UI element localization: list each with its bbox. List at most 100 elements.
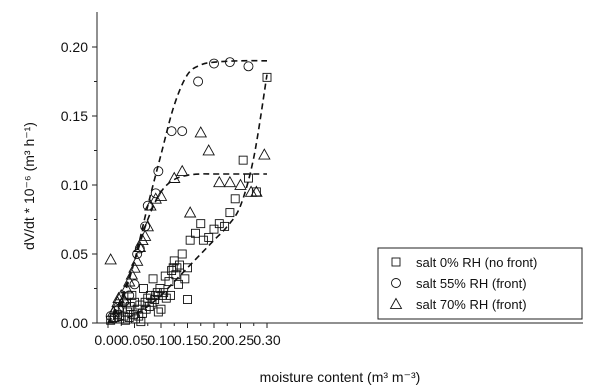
y-axis-title: dV/dt * 10⁻⁶ (m³ h⁻¹) (21, 122, 37, 250)
plot-area: 0.00 0.05 0.10 0.15 0.20 0.25 0.30 0.000.050.1… (61, 12, 583, 348)
x-tick-label: 0.30 (253, 332, 280, 348)
data-point-square (196, 219, 206, 229)
legend-marker-triangle (389, 297, 403, 309)
data-point-circle (224, 57, 235, 68)
data-point-circle (153, 166, 164, 177)
data-point-triangle (183, 206, 197, 218)
data-point-triangle (138, 229, 152, 241)
x-tick-label: 0.15 (174, 332, 201, 348)
legend-marker-circle (391, 278, 401, 288)
data-point-square (209, 224, 219, 234)
data-point-circle (113, 304, 124, 315)
y-tick-label: 0.20 (61, 39, 88, 55)
x-axis: 0.00 0.05 0.10 0.15 0.20 0.25 0.30 (94, 323, 281, 348)
data-point-triangle (125, 268, 139, 280)
data-point-circle (166, 126, 177, 137)
fit-curves (107, 59, 268, 324)
data-point-triangle (167, 171, 181, 183)
data-point-square (164, 277, 174, 287)
data-point-triangle (128, 261, 141, 273)
data-point-square (177, 249, 187, 259)
data-point-square (243, 173, 253, 183)
data-point-square (153, 307, 163, 317)
data-point-triangle (109, 301, 123, 313)
data-point-square (230, 194, 240, 204)
y-tick-label: 0.15 (61, 108, 88, 124)
data-point-circle (177, 126, 188, 137)
data-point-square (238, 155, 248, 165)
legend-label: salt 70% RH (front) (416, 297, 527, 312)
data-point-square (198, 235, 208, 245)
data-point-square (204, 232, 214, 242)
data-point-triangle (250, 185, 263, 197)
data-point-triangle (122, 275, 136, 287)
data-point-circle (193, 76, 204, 87)
data-point-triangle (202, 144, 215, 156)
data-point-square (172, 263, 182, 273)
legend-label: salt 55% RH (front) (416, 276, 527, 291)
x-tick-label: 0.00 (94, 332, 121, 348)
legend: salt 0% RH (no front) salt 55% RH (front)… (377, 247, 583, 320)
data-point-triangle (258, 148, 271, 160)
data-point-square (190, 228, 200, 238)
data-point-square (139, 284, 148, 293)
data-point-square (159, 288, 169, 298)
data-point-triangle (234, 178, 247, 190)
y-tick-label: 0.10 (61, 177, 88, 193)
fit-curve (107, 74, 268, 324)
data-point-triangle (133, 240, 147, 252)
data-point-square (123, 307, 133, 317)
data-markers (104, 57, 272, 327)
data-point-triangle (130, 254, 144, 266)
data-point-square (225, 208, 235, 218)
data-point-circle (132, 249, 143, 259)
x-tick-label: 0.25 (227, 332, 254, 348)
data-point-triangle (175, 164, 189, 177)
data-point-triangle (213, 175, 226, 188)
data-point-triangle (154, 189, 168, 201)
series-triangle (104, 126, 271, 317)
data-point-square (166, 290, 175, 300)
fit-curve (107, 59, 268, 324)
x-tick-label: 0.05 (121, 332, 148, 348)
y-tick-label: 0.05 (61, 246, 88, 262)
data-point-circle (243, 61, 254, 72)
data-point-triangle (120, 282, 133, 294)
x-tick-label: 0.20 (200, 332, 227, 348)
data-point-triangle (144, 199, 157, 211)
data-point-square (130, 297, 139, 307)
legend-label: salt 0% RH (no front) (416, 255, 537, 270)
data-point-triangle (194, 126, 208, 138)
data-point-square (183, 263, 192, 273)
data-point-circle (209, 58, 219, 69)
data-point-circle (134, 243, 145, 254)
data-point-triangle (149, 192, 162, 204)
data-point-circle (150, 188, 161, 199)
y-axis: 0.00 0.05 0.10 0.15 0.20 (61, 39, 97, 331)
data-point-square (185, 235, 195, 245)
data-point-square (141, 304, 151, 314)
data-point-square (183, 295, 192, 304)
data-point-square (171, 270, 181, 280)
data-point-circle (129, 279, 140, 290)
data-point-triangle (112, 291, 125, 304)
data-point-square (214, 219, 224, 229)
data-point-square (174, 279, 183, 289)
legend-box (377, 247, 583, 320)
data-point-square (131, 314, 141, 324)
data-point-circle (108, 313, 119, 324)
data-point-triangle (111, 295, 124, 308)
data-point-square (136, 317, 146, 327)
data-point-square (148, 274, 158, 284)
data-point-square (220, 221, 230, 231)
x-axis-title: moisture content (m³ m⁻³) (260, 369, 421, 385)
y-tick-label: 0.00 (61, 315, 88, 331)
data-point-square (180, 274, 190, 284)
data-point-triangle (104, 253, 117, 265)
data-point-square (262, 72, 272, 82)
data-point-triangle (223, 175, 237, 188)
data-point-square (156, 304, 166, 314)
x-tick-label: 0.10 (147, 332, 174, 348)
data-point-triangle (117, 293, 131, 305)
